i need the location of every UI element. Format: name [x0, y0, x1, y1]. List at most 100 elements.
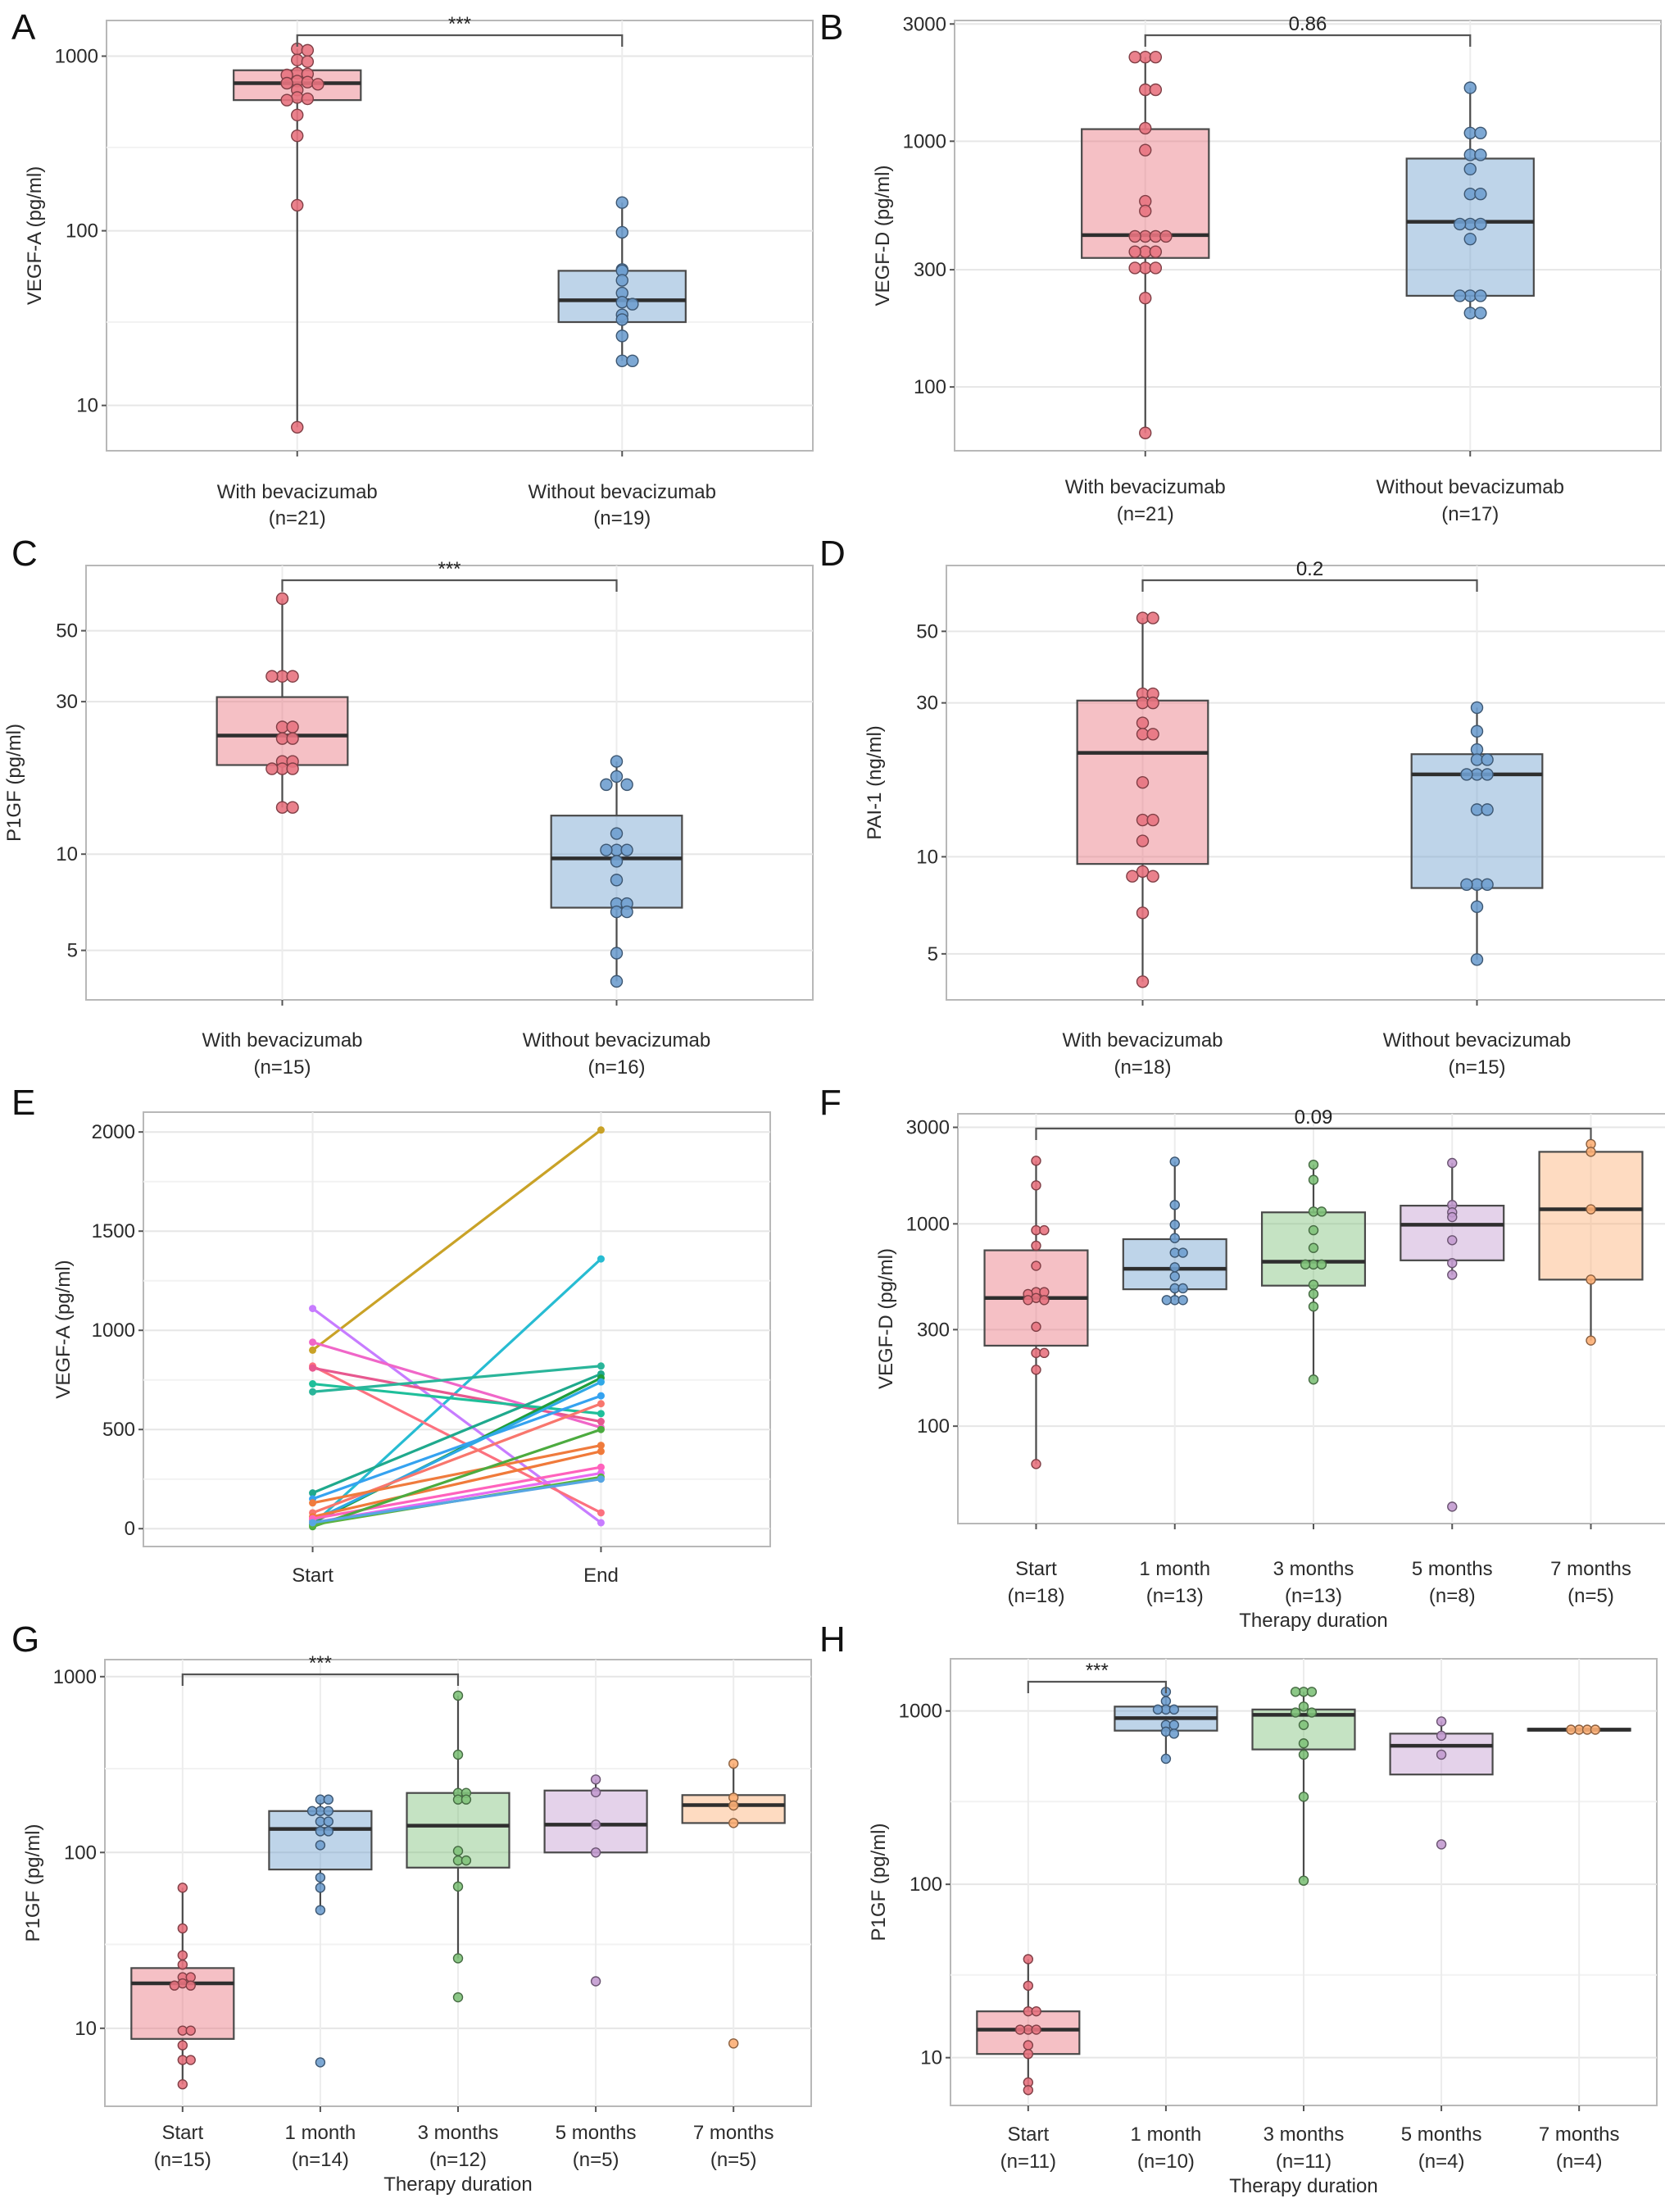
data-point — [597, 1392, 605, 1400]
data-point — [620, 778, 633, 792]
series-line — [312, 1478, 601, 1524]
x-tick-label: 3 months — [1263, 2123, 1345, 2146]
x-tick-n-label: (n=10) — [1137, 2151, 1195, 2173]
box-group-0: Start (n=15) — [130, 1883, 235, 2171]
data-point — [291, 53, 304, 66]
data-point — [1308, 1159, 1319, 1170]
data-point — [1023, 2085, 1034, 2096]
data-point — [1149, 245, 1163, 258]
data-point — [1128, 50, 1141, 64]
box-group-2: 3 months (n=11) — [1251, 1687, 1356, 2173]
data-point — [323, 1805, 334, 1816]
data-point — [460, 1855, 472, 1866]
box-group-0: With bevacizumab (n=15) — [202, 592, 363, 1079]
bracket-line — [281, 579, 618, 592]
y-tick-label: 10 — [920, 2047, 942, 2069]
x-tick-n-label: (n=21) — [1117, 503, 1174, 525]
y-tick-label: 2000 — [92, 1121, 135, 1143]
data-point — [315, 2057, 326, 2068]
data-point — [1146, 728, 1159, 741]
y-tick-label: 5 — [67, 940, 78, 962]
panel-letter: B — [819, 7, 843, 48]
data-point — [1308, 1374, 1319, 1385]
data-point — [610, 770, 624, 784]
data-point — [1023, 1295, 1033, 1306]
series-s1 — [309, 1126, 605, 1354]
y-tick-label: 10 — [76, 395, 98, 417]
x-tick-n-label: (n=15) — [1448, 1056, 1505, 1079]
data-point — [185, 2025, 196, 2036]
data-point — [1031, 1240, 1041, 1251]
data-point — [1160, 1696, 1172, 1706]
data-point — [1146, 696, 1159, 710]
data-point — [309, 1380, 317, 1388]
y-axis-label: P1GF (pg/ml) — [3, 724, 25, 842]
data-point — [309, 1499, 317, 1507]
series-line — [312, 1450, 601, 1519]
data-point — [177, 1923, 188, 1934]
y-axis-label: VEGF-A (pg/ml) — [24, 166, 46, 305]
data-point — [1126, 870, 1139, 883]
data-point — [1177, 1283, 1188, 1294]
y-axis-label: VEGF-A (pg/ml) — [52, 1260, 75, 1398]
data-point — [1566, 1724, 1577, 1735]
data-point — [301, 55, 315, 68]
data-point — [1470, 900, 1484, 914]
data-point — [1031, 1260, 1041, 1271]
data-point — [1463, 232, 1477, 246]
x-tick-label: 1 month — [1139, 1558, 1210, 1580]
data-point — [291, 91, 304, 104]
y-axis-label: VEGF-D (pg/ml) — [872, 165, 894, 306]
x-tick-n-label: (n=5) — [710, 2149, 757, 2171]
x-tick-label: With bevacizumab — [1065, 476, 1226, 498]
data-point — [1031, 1365, 1041, 1375]
panel-letter: A — [11, 7, 36, 48]
data-point — [590, 1819, 601, 1830]
box-iqr — [1538, 1151, 1644, 1281]
data-point — [1453, 289, 1467, 302]
bracket-line — [181, 1673, 460, 1686]
box-group-0: Start (n=18) — [983, 1156, 1089, 1607]
x-tick-n-label: (n=13) — [1285, 1585, 1342, 1607]
data-point — [1169, 1233, 1180, 1243]
y-axis-label: P1GF (pg/ml) — [868, 1823, 890, 1941]
data-point — [1481, 878, 1494, 892]
x-tick-n-label: (n=21) — [269, 507, 326, 529]
data-point — [1160, 1726, 1172, 1737]
x-tick-label: Without bevacizumab — [1383, 1029, 1571, 1051]
data-point — [1169, 1220, 1180, 1230]
significance-label: *** — [438, 558, 460, 580]
data-point — [597, 1509, 605, 1517]
y-tick-label: 1000 — [55, 45, 98, 67]
data-point — [597, 1400, 605, 1408]
x-tick-n-label: (n=13) — [1146, 1585, 1204, 1607]
data-point — [301, 75, 315, 89]
significance-label: 0.2 — [1296, 558, 1323, 580]
data-point — [1300, 1259, 1311, 1270]
significance-bracket: *** — [281, 558, 618, 592]
panel-h: H 10 100 1000 P1GF (pg/ml) Start (n=11) 1 month… — [819, 1619, 1658, 2197]
data-point — [286, 720, 299, 734]
data-point — [1039, 1295, 1050, 1306]
data-point — [177, 2040, 188, 2051]
data-point — [1031, 1321, 1041, 1333]
box-group-4: 7 months (n=5) — [1538, 1138, 1644, 1607]
data-point — [1436, 1730, 1447, 1742]
data-point — [1161, 1295, 1173, 1306]
data-point — [452, 1881, 464, 1892]
y-axis-label: VEGF-D (pg/ml) — [875, 1248, 897, 1389]
data-point — [1136, 975, 1150, 988]
data-point — [280, 76, 293, 90]
data-point — [177, 1883, 188, 1893]
data-point — [1481, 768, 1494, 781]
x-tick-label: 1 month — [285, 2122, 356, 2144]
data-point — [1586, 1147, 1596, 1157]
data-point — [728, 2038, 739, 2049]
bracket-line — [1035, 1127, 1592, 1140]
plot-frame — [143, 1111, 771, 1547]
data-point — [169, 1980, 180, 1991]
box-group-3: 5 months (n=8) — [1400, 1157, 1505, 1607]
data-point — [265, 762, 279, 775]
data-point — [1168, 1728, 1180, 1739]
x-tick-n-label: (n=5) — [1567, 1585, 1614, 1607]
